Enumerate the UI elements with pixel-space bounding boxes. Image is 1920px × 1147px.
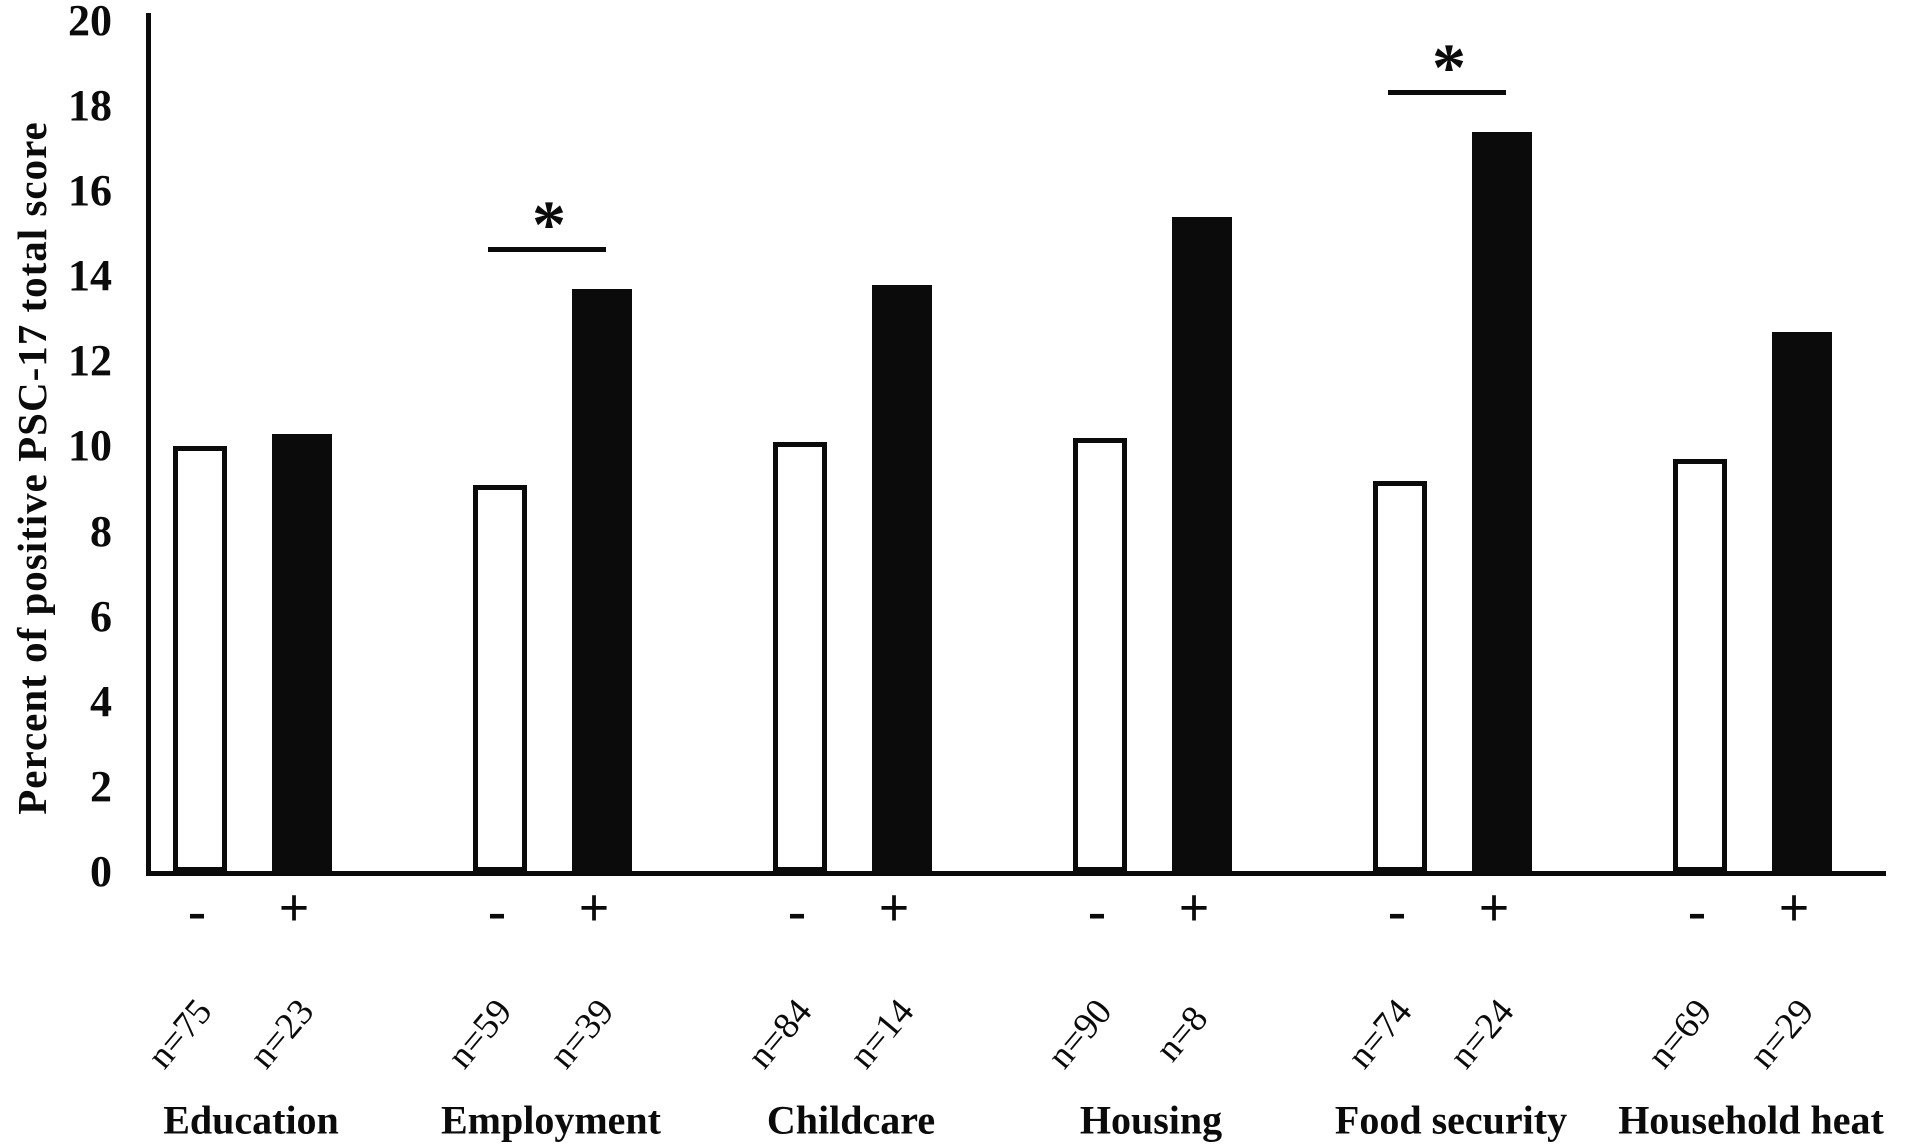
bar-childcare-minus	[773, 442, 827, 872]
y-tick-label-0: 0	[90, 847, 112, 896]
category-label-childcare: Childcare	[766, 1097, 936, 1143]
sign-minus-food-security: -	[1388, 881, 1406, 941]
n-label-education-minus: n=75	[139, 991, 221, 1077]
n-label-housing-minus: n=90	[1039, 991, 1121, 1077]
significance-line-employment	[488, 247, 606, 252]
n-label-food-security-plus: n=24	[1441, 991, 1523, 1077]
y-tick-label-6: 6	[90, 592, 112, 641]
n-label-employment-minus: n=59	[439, 991, 521, 1077]
x-axis-line	[146, 871, 1886, 876]
n-label-employment-plus: n=39	[541, 991, 623, 1077]
n-label-education-plus: n=23	[241, 991, 323, 1077]
sign-plus-childcare: +	[878, 878, 910, 938]
y-tick-label-20: 20	[68, 0, 112, 45]
bar-employment-plus	[572, 289, 632, 872]
category-label-housing: Housing	[1079, 1097, 1223, 1143]
sign-plus-food-security: +	[1478, 878, 1510, 938]
y-tick-label-16: 16	[68, 166, 112, 215]
n-label-food-security-minus: n=74	[1339, 991, 1421, 1077]
y-tick-label-18: 18	[68, 81, 112, 130]
bar-food-security-plus	[1472, 132, 1532, 872]
bar-employment-minus	[473, 485, 527, 872]
bar-education-minus	[173, 446, 227, 872]
category-label-food-security: Food security	[1334, 1097, 1568, 1143]
sign-minus-education: -	[188, 881, 206, 941]
sign-plus-housing: +	[1178, 878, 1210, 938]
significance-line-food-security	[1388, 90, 1506, 95]
sign-minus-household-heat: -	[1688, 881, 1706, 941]
sign-plus-employment: +	[578, 878, 610, 938]
category-label-employment: Employment	[441, 1097, 661, 1143]
category-label-household-heat: Household heat	[1618, 1097, 1884, 1143]
category-label-education: Education	[163, 1097, 339, 1143]
bar-childcare-plus	[872, 285, 932, 872]
sign-minus-housing: -	[1088, 881, 1106, 941]
n-label-housing-plus: n=8	[1147, 998, 1217, 1070]
y-tick-label-14: 14	[68, 251, 112, 300]
y-axis-line	[146, 13, 151, 875]
sign-plus-education: +	[278, 878, 310, 938]
bar-education-plus	[272, 434, 332, 872]
y-tick-label-12: 12	[68, 336, 112, 385]
y-tick-label-8: 8	[90, 507, 112, 556]
n-label-household-heat-plus: n=29	[1741, 991, 1823, 1077]
n-label-childcare-minus: n=84	[739, 991, 821, 1077]
n-label-household-heat-minus: n=69	[1639, 991, 1721, 1077]
n-label-childcare-plus: n=14	[841, 991, 923, 1077]
sign-minus-childcare: -	[788, 881, 806, 941]
bar-housing-minus	[1073, 438, 1127, 872]
y-tick-label-10: 10	[68, 421, 112, 470]
significance-asterisk-food-security: *	[1432, 29, 1466, 105]
sign-plus-household-heat: +	[1778, 878, 1810, 938]
bar-housing-plus	[1172, 217, 1232, 872]
significance-asterisk-employment: *	[532, 186, 566, 262]
bar-household-heat-plus	[1772, 332, 1832, 872]
bar-household-heat-minus	[1673, 459, 1727, 872]
bar-food-security-minus	[1373, 481, 1427, 872]
sign-minus-employment: -	[488, 881, 506, 941]
y-tick-label-4: 4	[90, 677, 112, 726]
y-tick-label-2: 2	[90, 762, 112, 811]
